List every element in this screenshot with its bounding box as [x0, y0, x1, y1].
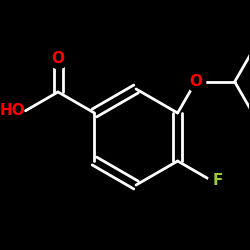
Text: O: O [52, 52, 64, 66]
Text: HO: HO [0, 103, 26, 118]
Text: O: O [189, 74, 202, 89]
Text: F: F [212, 173, 222, 188]
